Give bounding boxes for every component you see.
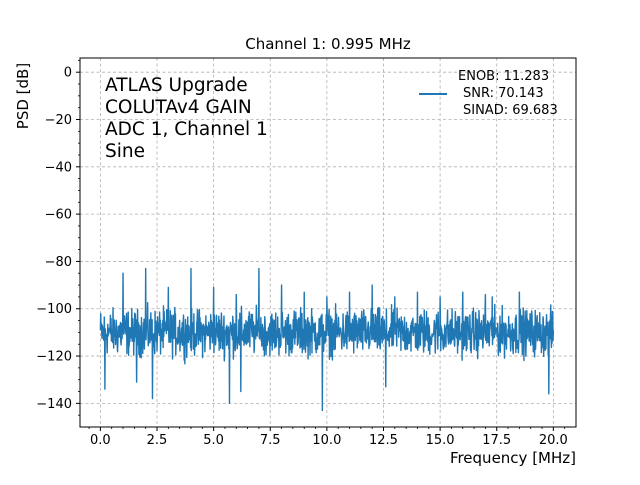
- y-tick-label: −120: [36, 350, 72, 365]
- y-tick-label: −60: [45, 208, 72, 223]
- x-tick-label: 12.5: [369, 433, 398, 448]
- y-tick-label: −100: [36, 302, 72, 317]
- annotation-line-1: ATLAS Upgrade: [105, 75, 248, 96]
- x-tick-label: 20.0: [539, 433, 568, 448]
- x-tick-label: 15.0: [426, 433, 455, 448]
- x-tick-label: 7.5: [260, 433, 281, 448]
- y-tick-label: −80: [45, 255, 72, 270]
- y-axis-label: PSD [dB]: [14, 63, 32, 129]
- x-tick-label: 0.0: [90, 433, 111, 448]
- legend-line-snr: SNR: 70.143: [463, 86, 544, 101]
- chart-title: Channel 1: 0.995 MHz: [245, 35, 411, 53]
- y-tick-label: 0: [64, 66, 72, 81]
- x-tick-label: 17.5: [482, 433, 511, 448]
- legend-line-sinad: SINAD: 69.683: [463, 103, 558, 118]
- annotation-line-4: Sine: [105, 141, 145, 162]
- annotation-line-3: ADC 1, Channel 1: [105, 119, 268, 140]
- y-tick-label: −140: [36, 397, 72, 412]
- y-tick-label: −40: [45, 160, 72, 175]
- x-axis-label: Frequency [MHz]: [450, 449, 576, 467]
- x-tick-label: 2.5: [147, 433, 168, 448]
- legend-line-enob: ENOB: 11.283: [458, 69, 549, 84]
- x-tick-label: 10.0: [312, 433, 341, 448]
- y-tick-label: −20: [45, 113, 72, 128]
- x-tick-label: 5.0: [203, 433, 224, 448]
- annotation-line-2: COLUTAv4 GAIN: [105, 97, 252, 118]
